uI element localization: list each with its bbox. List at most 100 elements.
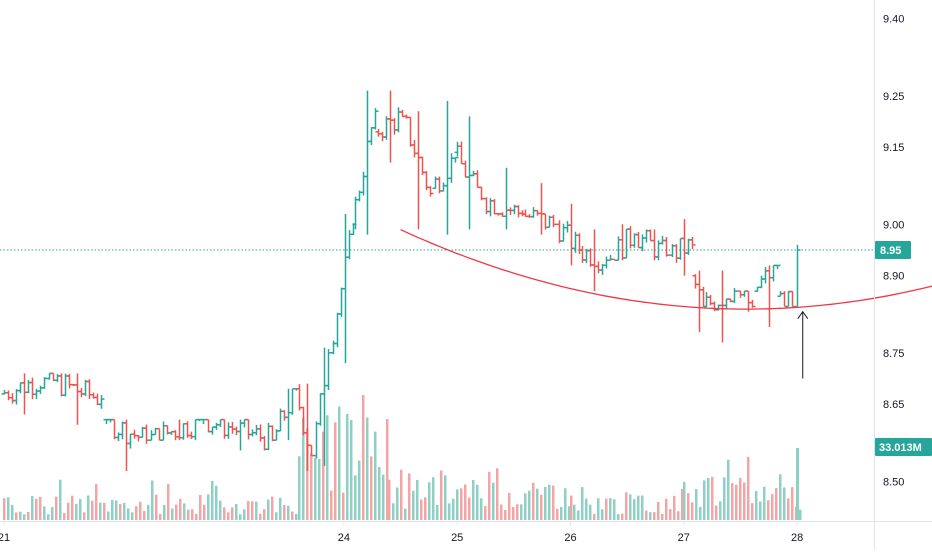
volume-bar [751,503,754,520]
volume-bar [15,512,18,520]
volume-bar [11,504,14,520]
volume-bar [310,453,313,520]
volume-bar [7,497,10,520]
volume-bar [468,497,471,520]
volume-bar [512,506,515,520]
price-bar [62,373,69,397]
volume-bar [585,498,588,520]
price-bar [587,248,594,267]
volume-bar [342,492,345,520]
volume-bar [103,502,106,520]
price-bar [131,429,138,439]
volume-bar [767,500,770,520]
last-volume-badge-bg [875,438,932,456]
volume-bar [318,459,321,520]
volume-bar [564,488,567,520]
price-bar [135,434,142,442]
price-bar [29,377,36,400]
price-bar [623,228,630,259]
volume-bar [460,488,463,520]
volume-bar [661,513,664,520]
volume-bar [203,504,206,520]
y-tick-label: 9.15 [883,142,904,154]
annotation-layer [797,310,809,379]
volume-bar [404,508,407,520]
price-bar [338,287,345,318]
price-bar [703,292,710,308]
volume-bar [400,469,403,520]
volume-bar [645,510,648,520]
volume-bar [191,509,194,520]
volume-bar [91,500,94,520]
volume-bar [235,503,238,520]
volume-bar [107,511,110,520]
volume-bar [275,512,278,520]
volume-bar [115,500,118,520]
volume-bar [759,501,762,520]
price-bar [689,237,696,250]
volume-bar [159,514,162,520]
volume-bar [416,479,419,520]
volume-bar [673,495,676,520]
volume-bar [139,501,142,520]
volume-bar [683,481,686,520]
last-price-badge-bg [875,241,911,259]
volume-bar [787,498,790,520]
volume-bar [223,507,226,520]
price-bar [794,244,801,308]
price-bar [685,238,692,255]
volume-bar [135,506,138,520]
price-bar [192,418,199,441]
price-bar [452,156,459,163]
volume-bars [3,395,802,520]
volume-bar [267,499,270,520]
price-bar [123,419,130,472]
price-bar [631,233,638,248]
volume-bar [131,512,134,520]
curve-layer [400,229,932,310]
price-bar [209,426,216,435]
price-bar [5,390,12,401]
volume-bar [552,485,555,520]
volume-bar [504,509,507,520]
price-bar [758,275,765,289]
price-bar [74,373,81,425]
volume-bar [524,493,527,520]
last-volume-label: 33.013M [879,442,922,454]
price-bar [300,406,307,436]
volume-bar [791,487,794,520]
volume-bar [219,500,222,520]
volume-bar [67,502,70,520]
price-bar [462,160,469,178]
price-bar [66,373,73,389]
volume-bar [633,499,636,520]
price-bar [296,384,303,411]
volume-bar [763,486,766,520]
volume-bar [71,495,74,520]
fitted-curve [400,229,932,310]
volume-bar [500,504,503,520]
volume-bar-last [796,448,799,520]
price-bar [317,393,324,426]
volume-bar [665,498,668,520]
y-tick-label: 9.25 [883,91,904,103]
volume-bar [39,496,42,520]
price-bar [375,128,382,137]
volume-bar [699,506,702,520]
volume-bar [207,494,210,520]
volume-bar [601,509,604,520]
volume-bar [723,477,726,520]
volume-bar [649,512,652,520]
price-bar [21,373,28,415]
price-bar [719,270,726,343]
volume-bar [338,406,341,520]
volume-bar [3,498,6,520]
volume-bar [536,488,539,520]
volume-bar [175,504,178,520]
x-tick-label: 25 [451,532,463,544]
volume-bar [163,504,166,520]
price-bar [257,424,264,442]
